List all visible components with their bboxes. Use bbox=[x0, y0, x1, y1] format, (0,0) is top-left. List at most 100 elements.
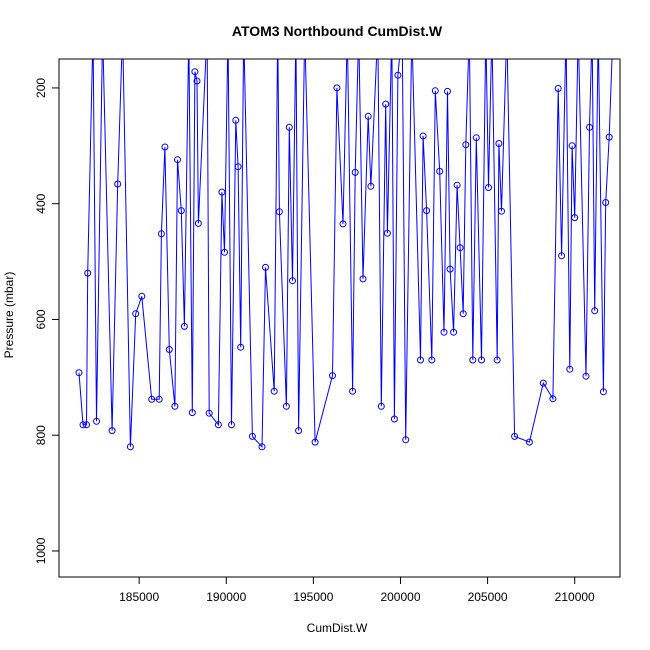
data-point bbox=[591, 307, 599, 315]
data-point bbox=[174, 156, 181, 164]
data-point bbox=[180, 322, 188, 330]
x-tick-label: 190000 bbox=[206, 590, 246, 604]
y-axis: 200 400 600 800 1000 bbox=[34, 78, 60, 564]
chart-title: ATOM3 Northbound CumDist.W bbox=[232, 23, 443, 39]
data-point bbox=[446, 265, 454, 273]
data-point bbox=[114, 180, 122, 188]
data-point bbox=[554, 85, 562, 92]
x-axis-label: CumDist.W bbox=[307, 621, 368, 635]
data-point bbox=[234, 163, 242, 171]
data-point bbox=[602, 199, 610, 206]
data-point bbox=[232, 116, 240, 124]
data-point bbox=[228, 421, 235, 429]
series-layer bbox=[75, 27, 616, 451]
data-point bbox=[417, 356, 424, 364]
y-tick-label: 200 bbox=[34, 78, 48, 98]
data-point bbox=[194, 219, 202, 227]
y-axis-label: Pressure (mbar) bbox=[2, 272, 16, 359]
data-point bbox=[558, 252, 566, 260]
data-point bbox=[295, 427, 303, 435]
data-point bbox=[444, 87, 451, 95]
data-point bbox=[450, 328, 458, 336]
data-point bbox=[610, 27, 616, 33]
data-point bbox=[132, 310, 140, 318]
data-point bbox=[221, 248, 228, 256]
data-point bbox=[459, 310, 467, 318]
data-point bbox=[90, 27, 96, 33]
data-point bbox=[188, 409, 196, 417]
data-point bbox=[493, 356, 501, 364]
x-tick-label: 200000 bbox=[380, 590, 420, 604]
data-point bbox=[258, 443, 266, 451]
data-point bbox=[171, 402, 179, 410]
data-point bbox=[100, 27, 106, 33]
data-point bbox=[270, 387, 278, 395]
data-point bbox=[204, 27, 210, 33]
data-point bbox=[248, 432, 256, 440]
y-tick-label: 400 bbox=[34, 193, 48, 213]
data-point bbox=[472, 134, 480, 142]
data-point bbox=[575, 27, 581, 33]
data-point bbox=[571, 214, 579, 222]
data-point bbox=[339, 220, 347, 228]
data-point bbox=[440, 328, 448, 336]
data-point bbox=[351, 168, 359, 176]
data-point bbox=[225, 27, 231, 33]
data-point bbox=[498, 207, 505, 215]
data-point bbox=[311, 438, 319, 446]
data-point bbox=[148, 395, 156, 403]
data-point bbox=[466, 27, 472, 33]
data-point bbox=[549, 395, 557, 403]
data-point bbox=[93, 417, 100, 425]
x-tick-label: 185000 bbox=[119, 590, 159, 604]
data-point bbox=[489, 27, 495, 33]
data-point bbox=[382, 100, 390, 108]
y-tick-label: 600 bbox=[34, 309, 48, 329]
data-point bbox=[79, 421, 87, 429]
data-point bbox=[108, 427, 116, 435]
data-point bbox=[237, 343, 245, 351]
x-axis: 185000 190000 195000 200000 205000 210000 bbox=[119, 576, 595, 604]
data-point bbox=[161, 143, 169, 151]
data-point bbox=[423, 207, 431, 215]
data-point bbox=[377, 402, 385, 410]
data-point bbox=[138, 292, 146, 300]
data-point bbox=[456, 244, 464, 252]
data-point bbox=[329, 372, 336, 380]
data-point bbox=[289, 277, 296, 285]
data-point bbox=[504, 27, 510, 33]
data-point bbox=[431, 87, 439, 95]
data-point bbox=[282, 402, 290, 410]
data-point bbox=[275, 208, 283, 216]
data-point bbox=[428, 356, 436, 364]
data-point bbox=[205, 409, 213, 417]
data-point bbox=[177, 207, 185, 215]
data-point bbox=[285, 123, 293, 131]
data-point bbox=[563, 27, 569, 33]
data-point bbox=[485, 184, 492, 191]
series-line bbox=[78, 59, 613, 449]
data-point bbox=[364, 112, 372, 120]
data-point bbox=[165, 346, 173, 353]
data-point bbox=[214, 421, 222, 429]
data-point bbox=[75, 369, 83, 377]
x-tick-label: 195000 bbox=[293, 590, 333, 604]
data-point bbox=[453, 181, 461, 189]
data-point bbox=[566, 365, 574, 373]
data-point bbox=[157, 230, 165, 238]
data-point bbox=[191, 68, 199, 76]
data-point bbox=[478, 356, 485, 364]
data-point bbox=[383, 229, 391, 237]
data-point bbox=[218, 188, 226, 196]
data-point bbox=[586, 123, 593, 131]
data-point bbox=[120, 27, 126, 33]
data-point bbox=[582, 372, 590, 380]
data-point bbox=[367, 182, 375, 190]
data-point bbox=[436, 167, 444, 175]
plot-frame bbox=[58, 58, 621, 578]
data-point bbox=[402, 436, 410, 444]
data-point bbox=[349, 387, 357, 395]
data-point bbox=[568, 142, 576, 150]
data-point bbox=[419, 132, 427, 140]
